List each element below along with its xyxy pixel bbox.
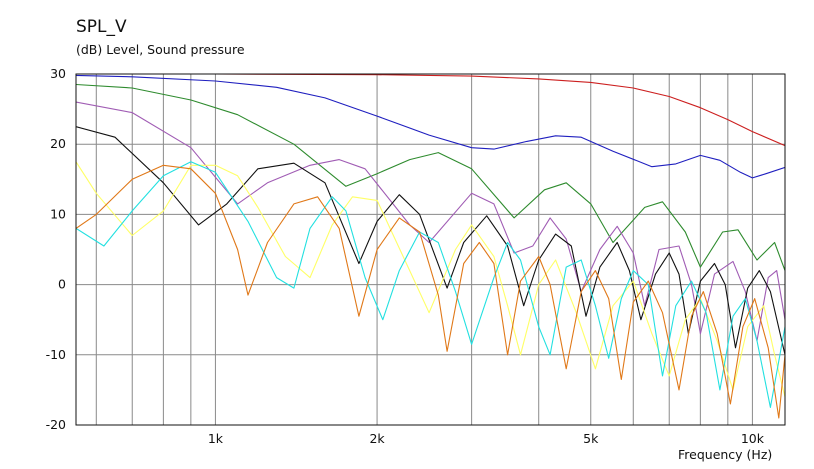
series-line-2 — [76, 74, 785, 179]
series-group — [76, 74, 785, 419]
series-line-4 — [76, 101, 785, 342]
y-tick-label: 30 — [50, 66, 66, 81]
chart-subtitle: (dB) Level, Sound pressure — [76, 42, 245, 57]
series-line-7 — [76, 161, 785, 408]
x-tick-label: 5k — [583, 431, 599, 446]
plot-frame — [75, 73, 786, 426]
chart-title: SPL_V — [76, 17, 127, 37]
series-line-1 — [76, 74, 785, 147]
y-tick-label: 0 — [58, 277, 66, 292]
y-tick-label: 10 — [50, 206, 66, 221]
x-tick-label: 10k — [741, 431, 765, 446]
x-axis-ticks: 1k 2k 5k 10k — [208, 431, 765, 446]
series-line-5 — [76, 126, 785, 355]
series-line-8 — [76, 164, 785, 419]
y-axis-ticks: 30 20 10 0 -10 -20 — [46, 66, 66, 432]
x-tick-label: 2k — [369, 431, 385, 446]
y-tick-label: -10 — [46, 347, 66, 362]
x-axis-label: Frequency (Hz) — [678, 447, 772, 462]
grid-lines — [76, 73, 785, 426]
series-line-6 — [76, 161, 785, 398]
y-tick-label: 20 — [50, 136, 66, 151]
x-tick-label: 1k — [208, 431, 224, 446]
series-line-3 — [76, 83, 785, 271]
y-tick-label: -20 — [46, 417, 66, 432]
